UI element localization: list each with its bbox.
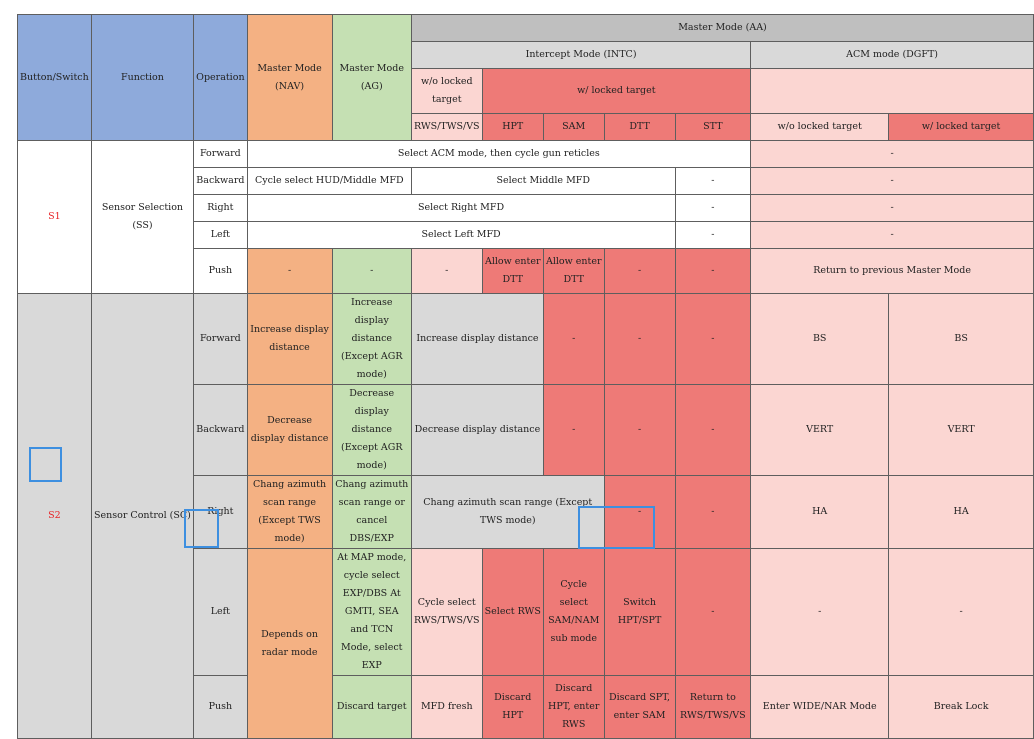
s2-forward-sam: - xyxy=(542,293,605,385)
s2-left-op: Left xyxy=(193,548,248,676)
s1-push-nav: - xyxy=(246,248,333,294)
s1-push-hpt: Allow enter DTT xyxy=(481,248,544,294)
header-aa: Master Mode (AA) xyxy=(410,14,1034,42)
s1-left-stt: - xyxy=(674,221,752,249)
mode-table: Button/Switch Function Operation Master … xyxy=(17,14,1034,739)
s2-forward-acm-w: BS xyxy=(888,293,1034,385)
s2-backward-nav: Decrease display distance xyxy=(246,384,333,476)
s2-left-dtt: Switch HPT/SPT xyxy=(603,548,676,676)
s1-left-acm: - xyxy=(750,221,1034,249)
header-function: Function xyxy=(90,14,195,141)
header-ag: Master Mode (AG) xyxy=(331,14,412,141)
s2-right-ag: Chang azimuth scan range or cancel DBS/E… xyxy=(331,475,412,549)
s1-push-dtt: - xyxy=(603,248,676,294)
s1-left-main: Select Left MFD xyxy=(246,221,676,249)
header-nav: Master Mode (NAV) xyxy=(246,14,333,141)
header-dtt: DTT xyxy=(603,113,676,141)
s2-left-ag: At MAP mode, cycle select EXP/DBS At GMT… xyxy=(331,548,412,676)
s1-backward-intc: Select Middle MFD xyxy=(410,167,676,195)
header-button-switch: Button/Switch xyxy=(17,14,92,141)
s2-forward-ag: Increase display distance (Except AGR mo… xyxy=(331,293,412,385)
header-hpt: HPT xyxy=(481,113,544,141)
s2-left-sam: Cycle select SAM/NAM sub mode xyxy=(542,548,605,676)
s2-right-acm-wo: HA xyxy=(750,475,890,549)
s2-right-nav: Chang azimuth scan range (Except TWS mod… xyxy=(246,475,333,549)
s1-forward-op: Forward xyxy=(193,140,248,168)
s2-forward-op: Forward xyxy=(193,293,248,385)
s1-right-main: Select Right MFD xyxy=(246,194,676,222)
header-wo-locked: w/o locked target xyxy=(410,68,483,114)
s2-backward-rwshpt: Decrease display distance xyxy=(410,384,544,476)
s2-left-hpt: Select RWS xyxy=(481,548,544,676)
s1-right-op: Right xyxy=(193,194,248,222)
s2-backward-dtt: - xyxy=(603,384,676,476)
header-rws: RWS/TWS/VS xyxy=(410,113,483,141)
s2-push-dtt: Discard SPT, enter SAM xyxy=(603,675,676,739)
header-intc: Intercept Mode (INTC) xyxy=(410,41,752,69)
s1-right-stt: - xyxy=(674,194,752,222)
header-acm-wo: w/o locked target xyxy=(750,113,890,141)
s1-push-op: Push xyxy=(193,248,248,294)
header-sam: SAM xyxy=(542,113,605,141)
s1-button: S1 xyxy=(17,140,92,294)
s2-right-acm-w: HA xyxy=(888,475,1034,549)
s2-forward-rwshpt: Increase display distance xyxy=(410,293,544,385)
s2-push-op: Push xyxy=(193,675,248,739)
s1-function: Sensor Selection (SS) xyxy=(90,140,195,294)
s1-push-ag: - xyxy=(331,248,412,294)
s1-forward-acm: - xyxy=(750,140,1034,168)
s1-backward-op: Backward xyxy=(193,167,248,195)
s1-backward-stt: - xyxy=(674,167,752,195)
s1-left-op: Left xyxy=(193,221,248,249)
s2-push-acm-w: Break Lock xyxy=(888,675,1034,739)
s2-right-dtt: - xyxy=(603,475,676,549)
s2-backward-acm-w: VERT xyxy=(888,384,1034,476)
header-dgft: ACM mode (DGFT) xyxy=(750,41,1034,69)
s2-function: Sensor Control (SC) xyxy=(90,293,195,739)
header-acm-w: w/ locked target xyxy=(888,113,1034,141)
s1-backward-navag: Cycle select HUD/Middle MFD xyxy=(246,167,412,195)
s2-forward-acm-wo: BS xyxy=(750,293,890,385)
s1-push-acm: Return to previous Master Mode xyxy=(750,248,1034,294)
s2-right-stt: - xyxy=(674,475,752,549)
s2-button: S2 xyxy=(17,293,92,739)
s2-push-hpt: Discard HPT xyxy=(481,675,544,739)
s2-left-nav: Depends on radar mode xyxy=(246,548,333,739)
s2-push-rws: MFD fresh xyxy=(410,675,483,739)
header-stt: STT xyxy=(674,113,752,141)
s2-right-op: Right xyxy=(193,475,248,549)
s1-push-sam: Allow enter DTT xyxy=(542,248,605,294)
s1-forward-main: Select ACM mode, then cycle gun reticles xyxy=(246,140,752,168)
s2-forward-nav: Increase display distance xyxy=(246,293,333,385)
s1-push-stt: - xyxy=(674,248,752,294)
s2-backward-stt: - xyxy=(674,384,752,476)
s2-backward-op: Backward xyxy=(193,384,248,476)
s2-left-acm-w: - xyxy=(888,548,1034,676)
header-operation: Operation xyxy=(193,14,248,141)
s2-forward-dtt: - xyxy=(603,293,676,385)
s2-left-stt: - xyxy=(674,548,752,676)
s2-push-stt: Return to RWS/TWS/VS xyxy=(674,675,752,739)
s2-push-sam: Discard HPT, enter RWS xyxy=(542,675,605,739)
s2-forward-stt: - xyxy=(674,293,752,385)
s2-left-acm-wo: - xyxy=(750,548,890,676)
s2-right-intc: Chang azimuth scan range (Except TWS mod… xyxy=(410,475,605,549)
s2-backward-ag: Decrease display distance (Except AGR mo… xyxy=(331,384,412,476)
header-w-locked: w/ locked target xyxy=(481,68,752,114)
s2-left-rws: Cycle select RWS/TWS/VS xyxy=(410,548,483,676)
s2-backward-acm-wo: VERT xyxy=(750,384,890,476)
s2-backward-sam: - xyxy=(542,384,605,476)
header-dgft-blank xyxy=(750,68,1034,114)
s2-push-acm-wo: Enter WIDE/NAR Mode xyxy=(750,675,890,739)
s1-backward-acm: - xyxy=(750,167,1034,195)
s1-right-acm: - xyxy=(750,194,1034,222)
s1-push-rws: - xyxy=(410,248,483,294)
s2-push-ag: Discard target xyxy=(331,675,412,739)
